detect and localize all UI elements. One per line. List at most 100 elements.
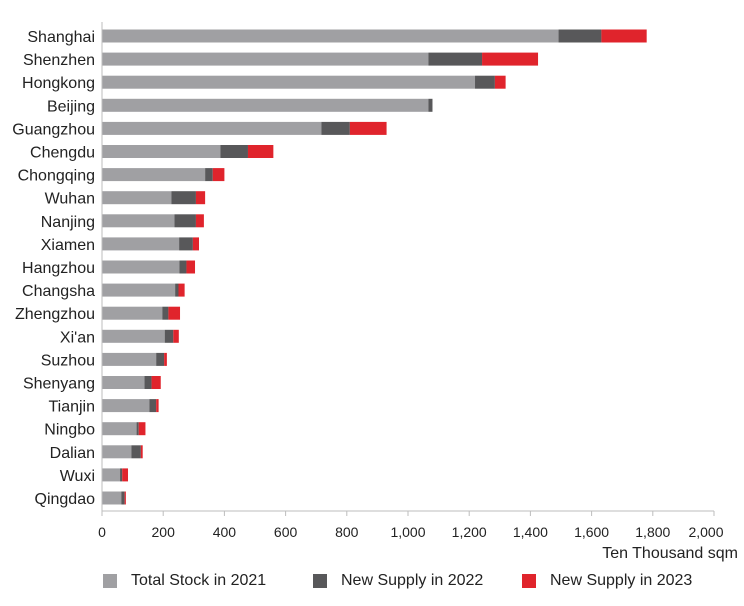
bar-suzhou-series-0 [102,352,157,366]
bar-wuhan-series-1 [171,191,196,205]
y-tick-label-dalian: Dalian [50,445,95,462]
bar-changsha-series-0 [102,283,176,297]
x-axis: 0 200 400 600 800 1,000 1,200 1,400 1,600 1,800 2,… [98,22,724,540]
bar-beijing-series-0 [102,98,429,112]
legend-item-supply-2022: New Supply in 2022 [313,572,483,590]
x-tick-label-1800: 1,800 [635,524,670,540]
y-tick-label-nanjing: Nanjing [41,214,95,231]
bar-ningbo-series-1 [136,422,139,436]
bar-shenzhen-series-0 [102,52,429,66]
legend-label-supply-2022: New Supply in 2022 [341,572,484,589]
y-tick-label-wuxi: Wuxi [60,468,95,485]
bar-hangzhou-series-2 [186,260,196,274]
bar-dalian-series-1 [131,445,141,459]
bar-xiamen-series-1 [179,237,193,251]
bar-shenyang-series-0 [102,376,145,389]
bar-chengdu-series-2 [247,145,274,158]
bar-hangzhou-series-1 [179,260,187,274]
x-tick-label-200: 200 [152,524,176,540]
bar-wuxi-series-2 [122,468,129,482]
bar-tianjin-series-2 [156,399,159,413]
legend-label-supply-2023: New Supply in 2023 [550,572,693,589]
legend-swatch-supply-2023 [522,574,536,588]
bar-shanghai-series-1 [558,29,602,43]
x-tick-label-400: 400 [213,524,237,540]
bar-xiamen-series-0 [102,237,180,251]
y-tick-label-shenyang: Shenyang [23,376,95,393]
bar-chengdu-series-1 [220,145,248,158]
bar-ningbo-series-0 [102,422,137,436]
legend-swatch-total-stock [103,574,117,588]
y-tick-label-xiamen: Xiamen [41,237,95,254]
bar-guangzhou-series-2 [349,121,387,135]
bar-chengdu-series-0 [102,145,221,158]
bar-hangzhou-series-0 [102,260,180,274]
y-tick-label-xi-an: Xi'an [60,329,95,346]
y-tick-label-wuhan: Wuhan [45,191,95,208]
bar-wuxi-series-0 [102,468,121,482]
legend-item-total-stock: Total Stock in 2021 [103,572,266,590]
bar-wuhan-series-0 [102,191,172,205]
bar-changsha-series-2 [178,283,185,297]
bar-nanjing-series-2 [195,214,204,228]
bar-dalian-series-2 [140,445,143,459]
y-tick-label-chengdu: Chengdu [30,145,95,162]
bar-suzhou-series-2 [164,352,167,366]
bar-ningbo-series-2 [138,422,146,436]
y-tick-label-shenzhen: Shenzhen [23,52,95,69]
y-tick-label-tianjin: Tianjin [48,399,95,416]
bar-hongkong-series-2 [494,75,506,89]
bar-shenyang-series-1 [144,376,152,389]
x-tick-label-1000: 1,000 [390,524,425,540]
x-axis-title: Ten Thousand sqm [602,545,738,562]
bar-shenyang-series-2 [151,376,161,389]
x-tick-label-1600: 1,600 [574,524,609,540]
legend: Total Stock in 2021 New Supply in 2022 N… [0,572,744,602]
legend-label-total-stock: Total Stock in 2021 [131,572,267,589]
bars-group [102,29,647,505]
bar-shenzhen-series-2 [482,52,539,66]
x-tick-label-0: 0 [98,524,106,540]
bar-qingdao-series-1 [121,491,125,505]
x-tick-label-600: 600 [274,524,298,540]
bar-xi-an-series-1 [164,329,174,343]
bar-chongqing-series-0 [102,168,206,182]
y-tick-label-shanghai: Shanghai [27,29,95,46]
x-tick-label-1200: 1,200 [452,524,487,540]
bar-hongkong-series-0 [102,75,476,89]
bar-xi-an-series-0 [102,329,165,343]
bar-beijing-series-1 [428,98,433,112]
bar-hongkong-series-1 [475,75,495,89]
bar-nanjing-series-1 [174,214,196,228]
bar-qingdao-series-2 [124,491,126,505]
y-tick-label-zhengzhou: Zhengzhou [15,306,95,323]
y-tick-label-suzhou: Suzhou [41,352,95,369]
bar-chongqing-series-1 [205,168,213,182]
y-tick-label-qingdao: Qingdao [35,491,96,508]
bar-zhengzhou-series-2 [168,306,181,320]
bar-shenzhen-series-1 [428,52,483,66]
y-axis-labels: Shanghai Shenzhen Hongkong Beijing Guangzhou… [12,29,95,508]
legend-item-supply-2023: New Supply in 2023 [522,572,692,590]
bar-wuhan-series-2 [195,191,206,205]
bar-wuxi-series-1 [120,468,123,482]
bar-suzhou-series-1 [156,352,165,366]
bar-guangzhou-series-1 [321,121,350,135]
y-tick-label-beijing: Beijing [47,98,95,115]
bar-xiamen-series-2 [192,237,200,251]
y-tick-label-hangzhou: Hangzhou [22,260,95,277]
bar-guangzhou-series-0 [102,121,322,135]
bar-shanghai-series-0 [102,29,559,43]
y-tick-label-guangzhou: Guangzhou [12,121,95,138]
bar-changsha-series-1 [175,283,179,297]
x-tick-label-1400: 1,400 [513,524,548,540]
bar-chongqing-series-2 [212,168,225,182]
bar-dalian-series-0 [102,445,132,459]
y-tick-label-chongqing: Chongqing [18,168,95,185]
bar-qingdao-series-0 [102,491,122,505]
bar-tianjin-series-1 [149,399,157,413]
x-tick-label-2000: 2,000 [688,524,723,540]
y-tick-label-ningbo: Ningbo [44,422,95,439]
bar-zhengzhou-series-1 [162,306,169,320]
